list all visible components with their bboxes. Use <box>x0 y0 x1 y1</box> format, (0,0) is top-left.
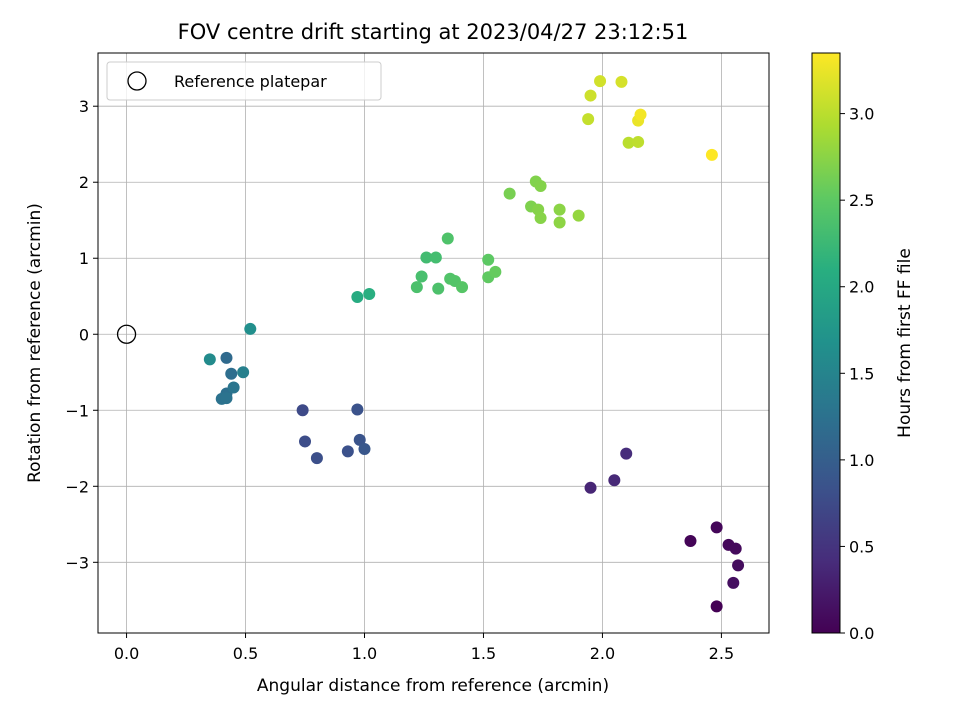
y-tick-label: −2 <box>65 477 89 496</box>
data-point <box>203 353 216 366</box>
data-point <box>410 281 423 294</box>
grid <box>98 53 769 633</box>
x-tick-label: 1.5 <box>471 644 496 663</box>
data-point <box>351 403 364 416</box>
data-point <box>341 445 354 458</box>
data-point <box>615 75 628 88</box>
legend-box <box>106 61 382 101</box>
data-point <box>363 287 376 300</box>
data-point <box>732 559 745 572</box>
colorbar: 0.0 0.5 1.0 1.5 2.0 2.5 3.0 Hours from first F… <box>811 52 915 643</box>
x-tick-label: 2.0 <box>590 644 615 663</box>
data-point <box>534 180 547 193</box>
colorbar-gradient <box>811 52 841 634</box>
data-point <box>622 136 635 149</box>
x-tick-label: 0.5 <box>233 644 258 663</box>
data-point <box>594 75 607 88</box>
data-point <box>432 282 445 295</box>
colorbar-tick-label: 3.0 <box>849 105 874 124</box>
plot-area-frame <box>97 52 770 634</box>
data-point <box>358 443 371 456</box>
colorbar-tick-label: 1.0 <box>849 451 874 470</box>
data-point <box>227 381 240 394</box>
data-point <box>353 433 366 446</box>
legend-marker <box>127 71 147 91</box>
data-point <box>572 209 585 222</box>
data-point <box>429 251 442 264</box>
data-point <box>584 89 597 102</box>
legend-entry-label: Reference platepar <box>174 72 327 91</box>
data-points <box>116 75 745 613</box>
y-axis-ticks: −3 −2 −1 0 1 2 3 <box>65 97 98 572</box>
x-axis-label: Angular distance from reference (arcmin) <box>257 676 609 696</box>
colorbar-tick-label: 0.5 <box>849 537 874 556</box>
y-tick-label: −1 <box>65 401 89 420</box>
data-point <box>415 270 428 283</box>
data-point <box>582 113 595 126</box>
data-point <box>420 251 433 264</box>
data-point <box>620 447 633 460</box>
y-tick-label: 3 <box>79 97 89 116</box>
data-point <box>727 576 740 589</box>
data-point <box>553 203 566 216</box>
data-point <box>608 474 621 487</box>
data-point <box>489 265 502 278</box>
data-point <box>705 148 718 161</box>
legend: Reference platepar <box>106 61 382 101</box>
reference-point-marker <box>116 324 137 344</box>
x-tick-label: 1.0 <box>352 644 377 663</box>
x-tick-label: 0.0 <box>114 644 139 663</box>
data-point <box>456 281 469 294</box>
data-point <box>296 404 309 417</box>
data-point <box>584 481 597 494</box>
y-axis-label: Rotation from reference (arcmin) <box>25 203 45 483</box>
y-tick-label: −3 <box>65 553 89 572</box>
data-point <box>441 232 454 245</box>
data-point <box>710 521 723 534</box>
data-point <box>684 535 697 548</box>
data-point <box>237 366 250 379</box>
colorbar-tick-label: 1.5 <box>849 364 874 383</box>
data-point <box>553 216 566 229</box>
y-tick-label: 2 <box>79 173 89 192</box>
data-point <box>310 452 323 465</box>
data-point <box>220 392 233 405</box>
colorbar-label: Hours from first FF file <box>895 248 915 438</box>
data-point <box>225 367 238 380</box>
data-point <box>299 435 312 448</box>
y-tick-label: 1 <box>79 249 89 268</box>
data-point <box>729 542 742 555</box>
colorbar-tick-label: 2.5 <box>849 191 874 210</box>
x-axis-ticks: 0.0 0.5 1.0 1.5 2.0 2.5 <box>114 633 734 663</box>
data-point <box>351 291 364 304</box>
x-tick-label: 2.5 <box>709 644 734 663</box>
data-point <box>534 211 547 224</box>
colorbar-tick-label: 0.0 <box>849 624 874 643</box>
data-point <box>220 351 233 364</box>
colorbar-ticks: 0.0 0.5 1.0 1.5 2.0 2.5 3.0 <box>840 105 874 643</box>
data-point <box>634 108 647 121</box>
data-point <box>244 322 257 335</box>
data-point <box>482 253 495 266</box>
data-point <box>503 187 516 200</box>
y-tick-label: 0 <box>79 325 89 344</box>
data-point <box>632 135 645 148</box>
data-point <box>710 600 723 613</box>
colorbar-tick-label: 2.0 <box>849 278 874 297</box>
chart-title: FOV centre drift starting at 2023/04/27 … <box>178 20 689 44</box>
